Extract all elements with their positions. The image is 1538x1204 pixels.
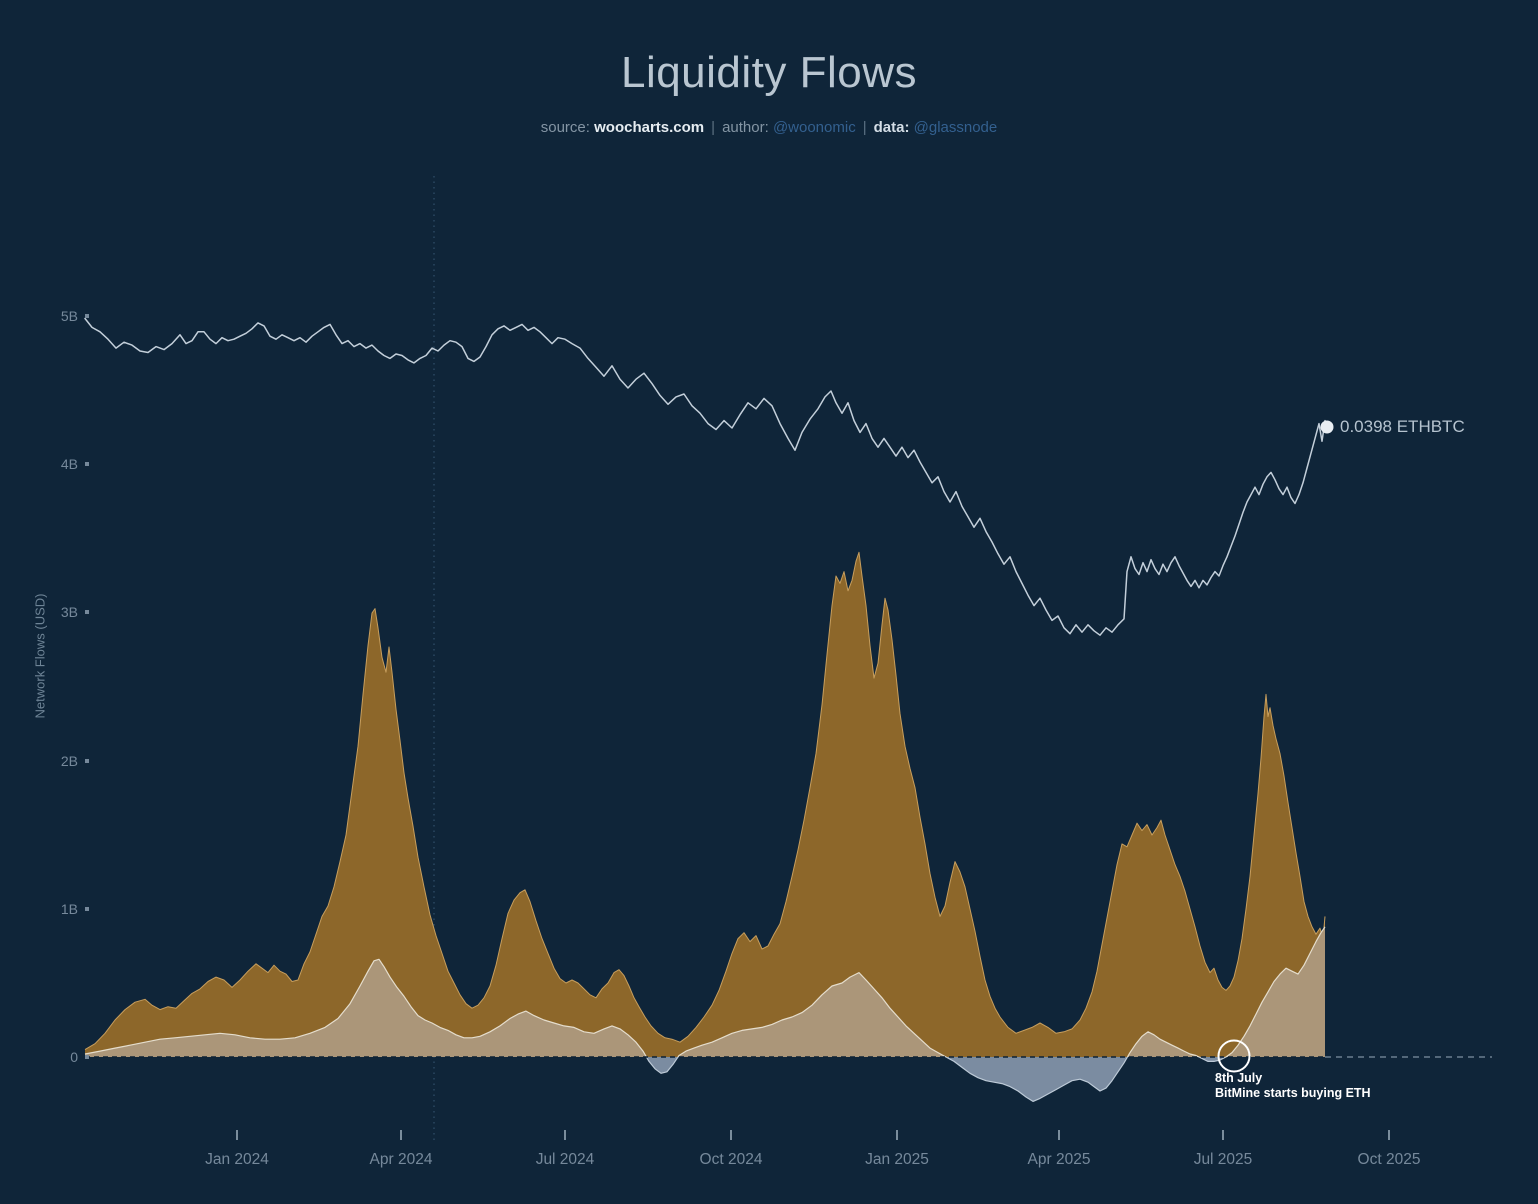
- source-value: woocharts.com: [594, 119, 705, 136]
- x-tick-label: Jul 2024: [536, 1151, 595, 1168]
- ethbtc-line: [84, 317, 1328, 636]
- data-label: data:: [873, 119, 910, 136]
- chart-subtitle: source: woocharts.com | author: @woonomic |…: [0, 119, 1538, 136]
- author-label: author:: [722, 119, 769, 136]
- x-tick-label: Oct 2025: [1358, 1151, 1421, 1168]
- x-tick-label: Apr 2025: [1028, 1151, 1091, 1168]
- y-tick-marker: [85, 462, 89, 466]
- ethbtc-end-dot: [1320, 420, 1334, 434]
- network-flows-secondary-edge-positive: [84, 926, 1326, 1057]
- network-flows-main-edge: [84, 551, 1326, 1051]
- annotation-date: 8th July: [1215, 1071, 1263, 1085]
- y-tick-label: 1B: [61, 901, 78, 917]
- network-flows-secondary-area-negative: [85, 1057, 1325, 1102]
- annotation-text: BitMine starts buying ETH: [1215, 1086, 1371, 1100]
- source-label: source:: [540, 119, 590, 136]
- x-tick-label: Jan 2024: [205, 1151, 269, 1168]
- network-flows-secondary-area-positive: [85, 926, 1325, 1057]
- data-link[interactable]: @glassnode: [913, 119, 998, 136]
- y-tick-label: 4B: [61, 456, 78, 472]
- x-tick-label: Jan 2025: [865, 1151, 929, 1168]
- y-tick-label: 2B: [61, 753, 78, 769]
- y-tick-label: 3B: [61, 604, 78, 620]
- y-tick-marker: [85, 610, 89, 614]
- network-flows-main-area: [85, 552, 1325, 1057]
- y-tick-marker: [85, 759, 89, 763]
- separator: |: [862, 119, 867, 136]
- event-annotation: 8th July BitMine starts buying ETH: [1215, 1071, 1371, 1101]
- y-tick-marker: [85, 907, 89, 911]
- y-tick-marker: [85, 1055, 89, 1059]
- author-link[interactable]: @woonomic: [772, 119, 856, 136]
- y-tick-marker: [85, 314, 89, 318]
- separator: |: [711, 119, 716, 136]
- annotation-circle[interactable]: [1217, 1039, 1251, 1073]
- y-tick-label: 5B: [61, 308, 78, 324]
- y-tick-label: 0: [70, 1049, 78, 1065]
- ethbtc-last-value-label: 0.0398 ETHBTC: [1340, 417, 1465, 436]
- x-tick-label: Jul 2025: [1194, 1151, 1253, 1168]
- x-tick-label: Apr 2024: [370, 1151, 433, 1168]
- chart-title: Liquidity Flows: [620, 48, 918, 97]
- x-tick-label: Oct 2024: [700, 1151, 763, 1168]
